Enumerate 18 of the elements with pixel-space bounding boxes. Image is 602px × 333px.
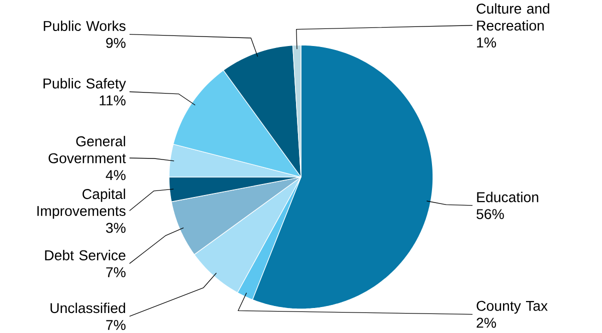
slice-label: Capital Improvements	[37, 188, 126, 219]
data-label: 11%	[100, 95, 126, 106]
slice-label: County Tax	[476, 300, 548, 314]
data-label: 7%	[106, 267, 126, 278]
data-label: 7%	[106, 320, 126, 330]
data-label: 9%	[106, 38, 126, 48]
slice-label: Culture and Recreation	[476, 3, 550, 30]
data-label: 56%	[476, 208, 504, 219]
slice-label: Debt Service	[45, 250, 126, 260]
slice-label: General Government	[48, 136, 126, 164]
slice-label: Public Safety	[44, 78, 126, 92]
slice-label: Public Works	[44, 20, 126, 31]
slice-label: Education	[477, 192, 538, 202]
slice-label: Unclassified	[50, 302, 126, 313]
data-label: 4%	[106, 170, 126, 180]
data-label: 3%	[106, 222, 126, 233]
data-label: 1%	[477, 37, 496, 48]
data-label: 2%	[476, 318, 496, 328]
